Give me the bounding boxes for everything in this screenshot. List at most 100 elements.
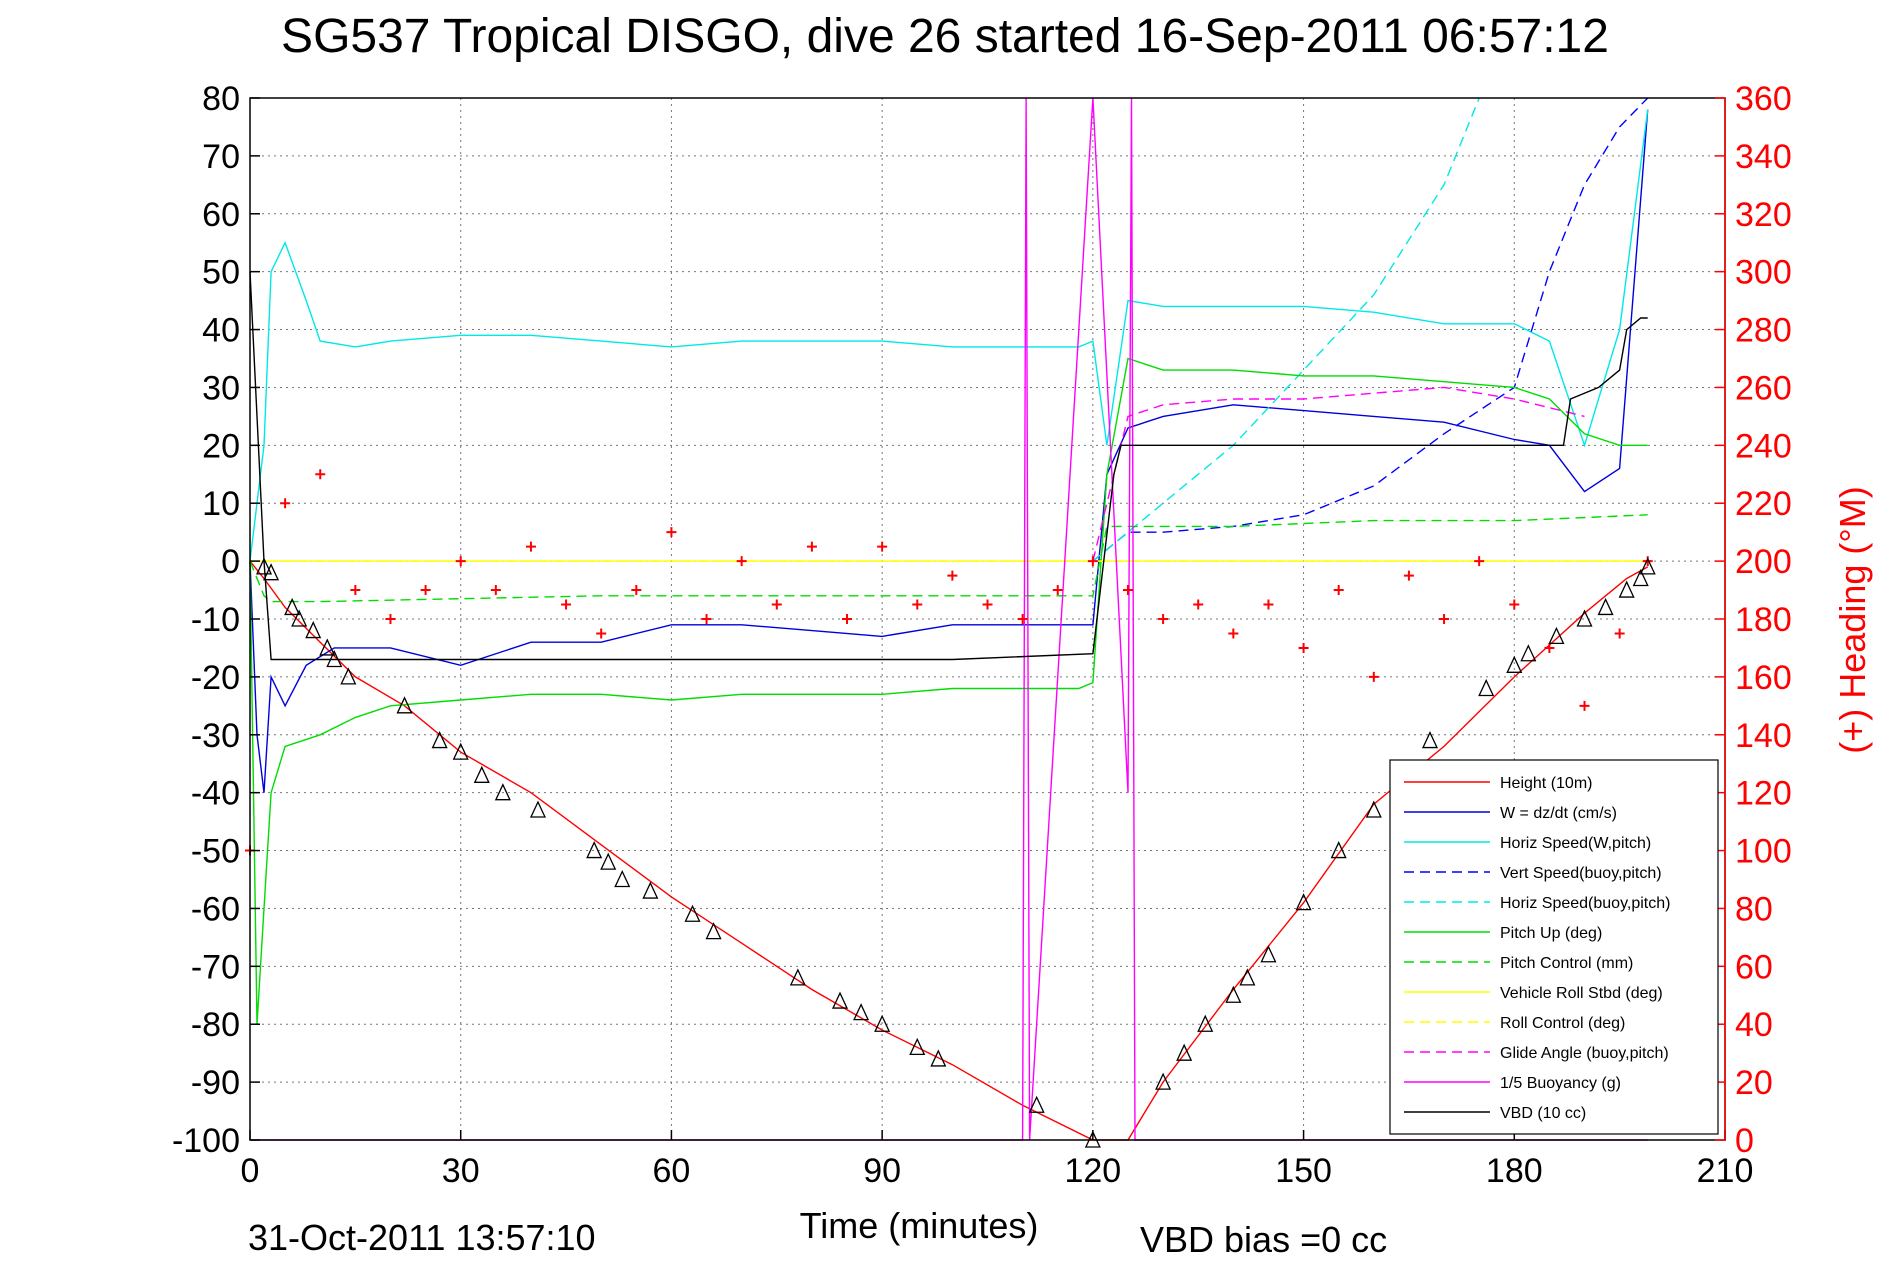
legend-label: Horiz Speed(W,pitch) [1500,835,1651,852]
y2-tick-label: 200 [1735,543,1792,581]
heading-marker [1087,556,1098,567]
height-marker [614,869,631,888]
y-tick-label: -50 [191,833,240,871]
y-tick-label: 10 [202,485,240,523]
heading-marker [1158,614,1169,624]
heading-marker [350,585,361,596]
y-tick-label: 50 [202,254,240,292]
legend-label: Pitch Control (mm) [1500,955,1633,972]
plot-area [245,97,1656,1148]
height-marker [340,667,357,685]
y-tick-label: -30 [191,717,240,755]
legend-label: Vehicle Roll Stbd (deg) [1500,985,1663,1002]
height-marker [1028,1095,1045,1113]
heading-marker [1368,671,1379,682]
y-tick-label: 0 [221,543,240,581]
height-marker [1597,597,1614,616]
series-line [249,109,1649,562]
height-marker [494,783,511,801]
heading-marker [490,585,501,596]
heading-marker [1122,585,1133,596]
height-marker [1239,968,1256,986]
heading-marker [1052,585,1063,596]
height-marker [874,1014,891,1032]
height-marker [1576,609,1593,627]
heading-marker [1193,599,1204,610]
y2-tick-label: 20 [1735,1064,1773,1102]
legend-label: Roll Control (deg) [1500,1015,1625,1032]
height-marker [291,609,308,627]
y-tick-label: -100 [172,1122,240,1160]
heading-marker [596,628,607,639]
height-marker [831,991,849,1009]
height-marker [600,852,617,870]
heading-marker [1403,570,1414,581]
x-tick-label: 60 [653,1152,691,1190]
x-tick-label: 120 [1064,1152,1121,1190]
y2-tick-label: 280 [1735,312,1792,350]
y-tick-label: 20 [202,427,240,465]
heading-marker [947,570,958,581]
y2-tick-label: 140 [1735,717,1792,755]
height-marker [263,563,280,581]
heading-marker [1509,599,1520,610]
y-tick-label: 30 [202,369,240,407]
legend-label: Vert Speed(buoy,pitch) [1500,865,1662,882]
heading-marker [877,541,888,552]
heading-marker [1474,556,1485,567]
height-marker [1176,1043,1193,1061]
height-marker [473,765,490,783]
legend: Height (10m) W = dz/dt (cm/s) Horiz Speed(… [1389,759,1719,1135]
heading-marker [912,599,923,610]
y2-tick-label: 100 [1735,833,1792,871]
height-marker [930,1049,947,1067]
x-axis: 0 30 60 90 120 150 180 210 [241,1130,1754,1190]
x-tick-label: 210 [1697,1152,1754,1190]
height-marker [684,904,701,922]
legend-label: VBD (10 cc) [1500,1105,1586,1122]
y2-tick-label: 240 [1735,427,1792,465]
y-tick-label: -20 [191,659,240,697]
height-marker [1632,568,1649,587]
height-marker [452,742,469,760]
y2-tick-label: 80 [1735,890,1773,928]
height-marker [326,649,343,668]
y-axis-left: 80 70 60 50 40 30 20 10 0 -10 -20 -30 -40 -50 -60 -70 -8… [172,80,260,1160]
legend-label: 1/5 Buoyancy (g) [1500,1075,1621,1092]
y2-tick-label: 120 [1735,775,1792,813]
height-marker [319,638,336,656]
height-marker [284,597,301,616]
heading-marker [701,614,712,624]
height-marker [1639,557,1656,575]
heading-marker [1544,642,1555,653]
legend-label: Glide Angle (buoy,pitch) [1500,1045,1669,1062]
y2-tick-label: 300 [1735,254,1792,292]
height-marker [1421,731,1439,749]
series-line [249,357,1648,1025]
x-axis-label: Time (minutes) [800,1205,1039,1246]
heading-marker [1298,642,1309,653]
y2-tick-label: 260 [1735,369,1792,407]
x-tick-label: 150 [1275,1152,1332,1190]
y-tick-label: 80 [202,80,240,118]
heading-marker [420,585,431,596]
y2-tick-label: 60 [1735,948,1773,986]
height-marker [789,968,806,986]
y2-tick-label: 360 [1735,80,1792,118]
series-line [1092,97,1480,562]
heading-marker [806,541,817,552]
timestamp-footer: 31-Oct-2011 13:57:10 [248,1217,596,1258]
y-tick-label: 60 [202,196,240,234]
y2-tick-label: 320 [1735,196,1792,234]
heading-marker [280,498,291,509]
height-marker [1225,985,1242,1003]
y-tick-label: -70 [191,948,240,986]
legend-label: Height (10m) [1500,775,1592,792]
height-marker [305,621,322,639]
height-marker [1478,678,1495,697]
series-line [1092,386,1585,562]
height-marker [1506,655,1523,673]
y-tick-label: 70 [202,138,240,176]
height-marker [705,922,722,940]
